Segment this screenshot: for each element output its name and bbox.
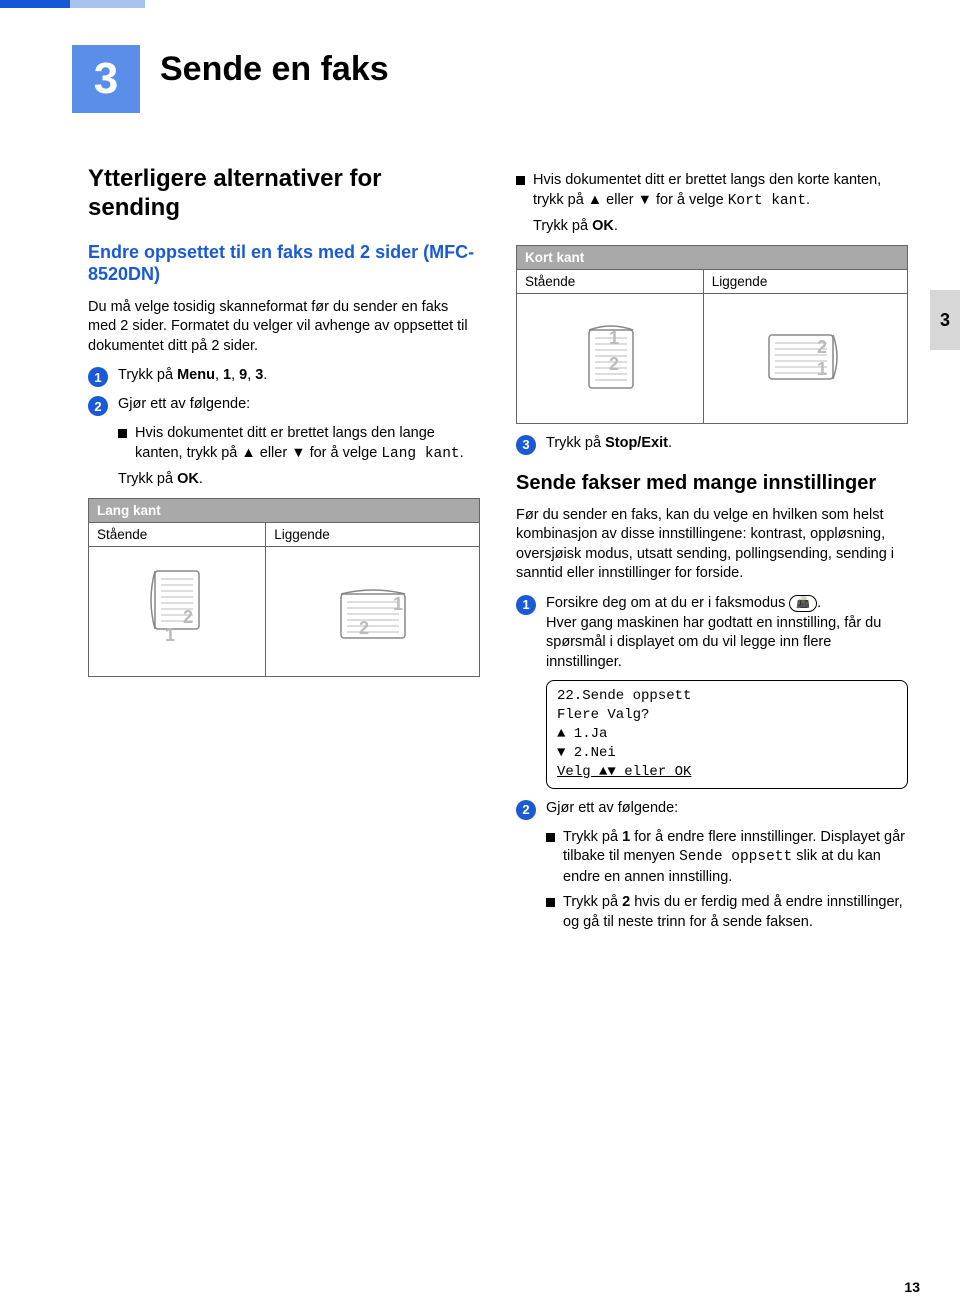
header-bar-dark [0, 0, 70, 8]
bullet-press-2: Trykk på 2 hvis du er ferdig med å endre… [546, 893, 908, 932]
fax-mode-icon: 📠 [789, 595, 817, 612]
lcd-line-2: Flere Valg? [557, 706, 897, 725]
table-col2-header: Liggende [703, 269, 907, 293]
table-lang-kant: Lang kant Stående Liggende 1 2 [88, 498, 480, 677]
step-badge-2: 2 [516, 800, 536, 820]
bullet-kort-kant: Hvis dokumentet ditt er brettet langs de… [516, 171, 908, 211]
step-3-text: Trykk på Stop/Exit. [546, 434, 908, 454]
square-bullet-icon [546, 898, 555, 907]
page-number: 13 [904, 1279, 920, 1295]
press-ok-2: Trykk på OK. [533, 217, 908, 237]
page-tab: 3 [930, 290, 960, 350]
bullet-press-1-text: Trykk på 1 for å endre flere innstilling… [563, 828, 908, 888]
bullet-press-1: Trykk på 1 for å endre flere innstilling… [546, 828, 908, 888]
content-area: Ytterligere alternativer for sending End… [88, 165, 908, 938]
header-bar-light [70, 0, 145, 8]
svg-text:1: 1 [609, 328, 619, 348]
step-badge-3: 3 [516, 435, 536, 455]
right-step-2-text: Gjør ett av følgende: [546, 799, 908, 819]
lcd-line-4: ▼ 2.Nei [557, 744, 897, 763]
table-col1-header: Stående [517, 269, 704, 293]
step-3: 3 Trykk på Stop/Exit. [516, 434, 908, 455]
left-column: Ytterligere alternativer for sending End… [88, 165, 480, 938]
step-badge-1: 1 [516, 595, 536, 615]
lcd-display: 22.Sende oppsett Flere Valg? ▲ 1.Ja ▼ 2.… [546, 680, 908, 788]
lcd-line-1: 22.Sende oppsett [557, 687, 897, 706]
press-ok-1: Trykk på OK. [118, 470, 480, 490]
svg-text:2: 2 [817, 337, 827, 357]
chapter-badge: 3 [72, 45, 140, 113]
step-2-text: Gjør ett av følgende: [118, 395, 480, 415]
square-bullet-icon [516, 176, 525, 185]
square-bullet-icon [546, 833, 555, 842]
section-heading: Ytterligere alternativer for sending [88, 165, 480, 223]
right-column: Hvis dokumentet ditt er brettet langs de… [516, 165, 908, 938]
step-badge-1: 1 [88, 367, 108, 387]
right-step-1: 1 Forsikre deg om at du er i faksmodus 📠… [516, 594, 908, 672]
table-col2-header: Liggende [266, 522, 480, 546]
paragraph-settings: Før du sender en faks, kan du velge en h… [516, 506, 908, 584]
step-badge-2: 2 [88, 396, 108, 416]
table-caption: Kort kant [517, 245, 908, 269]
bullet-press-2-text: Trykk på 2 hvis du er ferdig med å endre… [563, 893, 908, 932]
table-col1-header: Stående [89, 522, 266, 546]
subsection-heading: Endre oppsettet til en faks med 2 sider … [88, 241, 480, 286]
table-caption: Lang kant [89, 498, 480, 522]
right-step-1-text: Forsikre deg om at du er i faksmodus 📠. … [546, 594, 908, 672]
svg-text:1: 1 [817, 359, 827, 379]
bullet-kort-kant-text: Hvis dokumentet ditt er brettet langs de… [533, 171, 908, 211]
step-1: 1 Trykk på Menu, 1, 9, 3. [88, 366, 480, 387]
chapter-title: Sende en faks [160, 50, 389, 89]
square-bullet-icon [118, 429, 127, 438]
step-2: 2 Gjør ett av følgende: [88, 395, 480, 416]
lcd-line-3: ▲ 1.Ja [557, 725, 897, 744]
right-step-2: 2 Gjør ett av følgende: [516, 799, 908, 820]
svg-text:1: 1 [393, 594, 403, 614]
lcd-line-5: Velg ▲▼ eller OK [557, 763, 897, 782]
table-kort-kant: Kort kant Stående Liggende 1 2 [516, 245, 908, 424]
svg-text:2: 2 [609, 354, 619, 374]
diagram-lang-landscape: 1 2 [266, 546, 480, 676]
svg-text:1: 1 [165, 625, 175, 645]
subsection-heading-2: Sende fakser med mange innstillinger [516, 471, 908, 496]
svg-text:2: 2 [359, 618, 369, 638]
diagram-lang-portrait: 1 2 [89, 546, 266, 676]
bullet-lang-kant: Hvis dokumentet ditt er brettet langs de… [118, 424, 480, 464]
intro-text: Du må velge tosidig skanneformat før du … [88, 298, 480, 357]
bullet-lang-kant-text: Hvis dokumentet ditt er brettet langs de… [135, 424, 480, 464]
diagram-kort-portrait: 1 2 [517, 293, 704, 423]
diagram-kort-landscape: 1 2 [703, 293, 907, 423]
step-1-text: Trykk på Menu, 1, 9, 3. [118, 366, 480, 386]
svg-text:2: 2 [183, 607, 193, 627]
